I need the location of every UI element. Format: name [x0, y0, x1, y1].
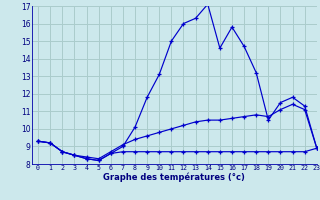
X-axis label: Graphe des températures (°c): Graphe des températures (°c)	[103, 173, 245, 182]
